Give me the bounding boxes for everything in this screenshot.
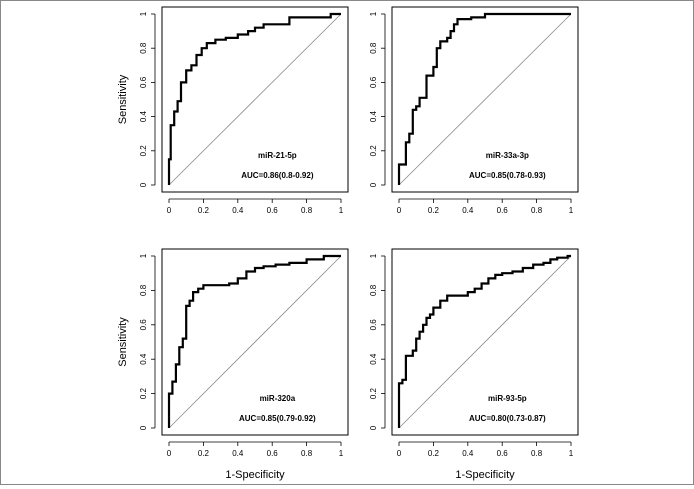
plot-frame — [391, 248, 579, 436]
auc-label: AUC=0.80(0.73-0.87) — [469, 414, 546, 423]
auc-label: AUC=0.85(0.79-0.92) — [239, 414, 316, 423]
panel-title: miR-21-5p — [258, 151, 297, 160]
y-tick-label: 0 — [139, 182, 148, 187]
reference-diagonal-line — [398, 255, 572, 429]
y-tick-label: 0.8 — [369, 284, 378, 296]
y-tick-label: 0.2 — [369, 145, 378, 157]
x-tick-label: 0.2 — [198, 449, 210, 458]
x-tick-label: 0 — [167, 449, 172, 458]
x-tick-label: 1 — [339, 449, 344, 458]
y-tick-label: 0.2 — [139, 145, 148, 157]
plot-frame — [161, 6, 349, 193]
x-tick-label: 0.4 — [232, 449, 244, 458]
y-tick-label: 0.8 — [369, 42, 378, 54]
x-tick-label: 0.4 — [232, 206, 244, 215]
y-tick-label: 0 — [139, 425, 148, 430]
roc-panel-top-right: 0 0.2 0.4 0.6 0.8 1 0 0.2 0.4 0.6 0.8 1 miR-33a-3p AU… — [369, 6, 579, 215]
y-tick-label: 0 — [369, 182, 378, 187]
panel-title: miR-33a-3p — [486, 151, 529, 160]
plot-frame — [161, 248, 349, 436]
y-axis-label: Sensitivity — [117, 74, 129, 124]
roc-curve-line — [397, 12, 571, 185]
x-tick-label: 0.6 — [267, 206, 279, 215]
y-tick-label: 1 — [139, 253, 148, 258]
y-tick-label: 0.4 — [139, 110, 148, 122]
roc-panel-bottom-left: 0 0.2 0.4 0.6 0.8 1 0 0.2 0.4 0.6 0.8 1 Sensitivity 1… — [117, 248, 349, 481]
roc-panel-bottom-right: 0 0.2 0.4 0.6 0.8 1 0 0.2 0.4 0.6 0.8 1 1-Specificit… — [369, 248, 579, 481]
x-tick-label: 0.8 — [531, 449, 543, 458]
y-tick-label: 1 — [369, 253, 378, 258]
y-tick-label: 1 — [369, 11, 378, 16]
y-tick-label: 0.8 — [139, 284, 148, 296]
auc-label: AUC=0.85(0.78-0.93) — [469, 171, 546, 180]
reference-diagonal-line — [168, 255, 342, 429]
y-tick-label: 0.6 — [139, 319, 148, 331]
x-axis-label: 1-Specificity — [455, 469, 515, 481]
y-tick-label: 0.8 — [139, 42, 148, 54]
roc-curve-line — [167, 12, 341, 185]
panel-title: miR-320a — [260, 394, 296, 403]
roc-panel-top-left: 0 0.2 0.4 0.6 0.8 1 0 0.2 0.4 0.6 0.8 1 Sensitivity m… — [117, 6, 349, 215]
x-tick-label: 0.2 — [428, 449, 440, 458]
roc-curve-line — [167, 254, 341, 428]
y-axis-label: Sensitivity — [117, 317, 129, 367]
y-tick-label: 0.4 — [369, 353, 378, 365]
x-tick-label: 0.6 — [497, 206, 509, 215]
y-tick-label: 0.2 — [139, 387, 148, 399]
x-tick-label: 0.8 — [301, 449, 313, 458]
panel-title: miR-93-5p — [488, 394, 527, 403]
y-tick-label: 0.4 — [369, 110, 378, 122]
x-tick-label: 1 — [339, 206, 344, 215]
y-tick-label: 0.6 — [369, 319, 378, 331]
x-tick-label: 0.8 — [531, 206, 543, 215]
reference-diagonal-line — [398, 13, 572, 186]
x-tick-label: 0.4 — [462, 449, 474, 458]
y-tick-label: 0 — [369, 425, 378, 430]
x-tick-label: 0 — [397, 206, 402, 215]
y-tick-label: 0.4 — [139, 353, 148, 365]
x-tick-label: 0.4 — [462, 206, 474, 215]
auc-label: AUC=0.86(0.8-0.92) — [241, 171, 314, 180]
x-tick-label: 1 — [569, 206, 574, 215]
x-tick-label: 0.6 — [497, 449, 509, 458]
roc-curve-line — [397, 254, 571, 428]
y-tick-label: 1 — [139, 11, 148, 16]
x-axis-label: 1-Specificity — [225, 469, 285, 481]
x-tick-label: 1 — [569, 449, 574, 458]
x-tick-label: 0.2 — [428, 206, 440, 215]
x-tick-label: 0.8 — [301, 206, 313, 215]
reference-diagonal-line — [168, 13, 342, 186]
x-tick-label: 0 — [167, 206, 172, 215]
x-tick-label: 0.6 — [267, 449, 279, 458]
y-tick-label: 0.6 — [139, 76, 148, 88]
x-tick-label: 0 — [397, 449, 402, 458]
plot-frame — [391, 6, 579, 193]
y-tick-label: 0.2 — [369, 387, 378, 399]
y-tick-label: 0.6 — [369, 76, 378, 88]
x-tick-label: 0.2 — [198, 206, 210, 215]
